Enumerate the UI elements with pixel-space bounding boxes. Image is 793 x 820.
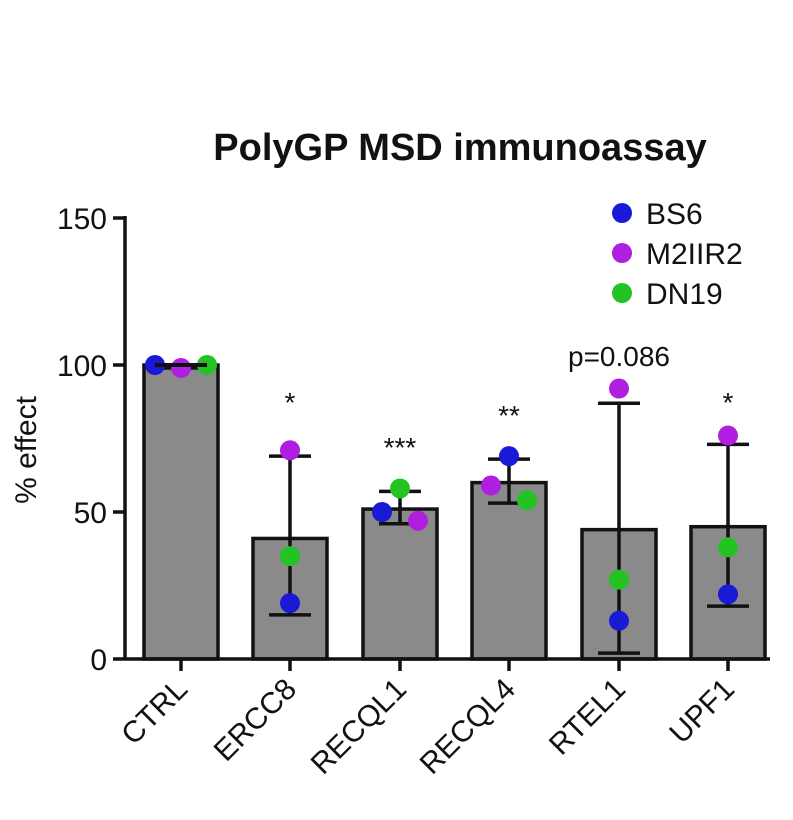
legend-label-m2iir2: M2IIR2 <box>646 238 743 271</box>
bar-recql4 <box>470 480 548 661</box>
y-tick-label-0: 0 <box>90 644 107 677</box>
legend-marker-m2iir2 <box>612 243 632 263</box>
annotations-layer: ******p=0.086* <box>285 341 734 463</box>
point-bs6-recql4 <box>499 446 519 467</box>
x-tick-label-rtel1: RTEL1 <box>543 673 632 762</box>
annotation-recql1: *** <box>384 432 417 463</box>
point-dn19-ercc8 <box>280 546 300 567</box>
legend-label-dn19: DN19 <box>646 278 723 311</box>
legend: BS6 M2IIR2 DN19 <box>612 198 743 311</box>
x-tick-label-recql4: RECQL4 <box>414 673 522 781</box>
point-dn19-upf1 <box>718 537 738 558</box>
annotation-upf1: * <box>723 387 734 418</box>
point-m2iir2-upf1 <box>718 425 738 446</box>
point-bs6-upf1 <box>718 584 738 605</box>
legend-marker-dn19 <box>612 283 632 303</box>
bar-recql1 <box>361 507 439 661</box>
point-bs6-recql1 <box>372 502 392 522</box>
y-tick-label-50: 50 <box>74 497 107 530</box>
x-tick-label-ercc8: ERCC8 <box>208 673 303 768</box>
y-tick-label-150: 150 <box>57 203 107 236</box>
bar-ctrl <box>142 363 220 661</box>
legend-marker-bs6 <box>612 203 632 223</box>
x-tick-label-ctrl: CTRL <box>115 673 194 752</box>
bars-layer <box>142 363 767 661</box>
y-axis-label: % effect <box>10 395 43 504</box>
point-m2iir2-recql1 <box>408 510 428 531</box>
x-tick-label-recql1: RECQL1 <box>305 673 413 781</box>
legend-label-bs6: BS6 <box>646 198 703 231</box>
annotation-rtel1: p=0.086 <box>568 341 670 372</box>
point-m2iir2-recql4 <box>481 475 501 496</box>
point-dn19-recql4 <box>517 490 537 511</box>
points-layer <box>145 355 738 631</box>
x-tick-label-upf1: UPF1 <box>663 673 741 751</box>
point-dn19-recql1 <box>390 478 410 499</box>
annotation-recql4: ** <box>498 400 520 431</box>
y-tick-label-100: 100 <box>57 350 107 383</box>
chart-title: PolyGP MSD immunoassay <box>213 127 706 169</box>
annotation-ercc8: * <box>285 387 296 418</box>
point-m2iir2-rtel1 <box>609 378 629 399</box>
point-bs6-rtel1 <box>609 610 629 631</box>
point-bs6-ercc8 <box>280 593 300 614</box>
point-dn19-rtel1 <box>609 569 629 590</box>
point-m2iir2-ctrl <box>171 357 191 378</box>
error-bars-layer <box>160 363 749 655</box>
point-m2iir2-ercc8 <box>280 440 300 461</box>
